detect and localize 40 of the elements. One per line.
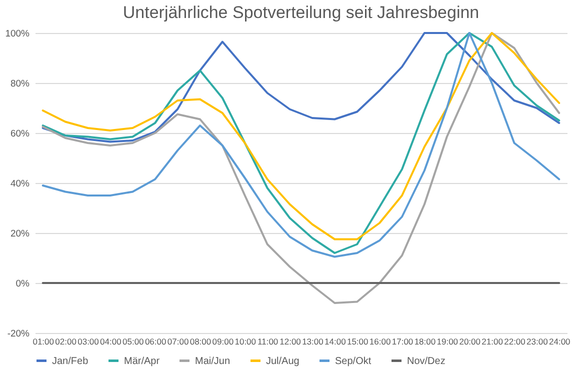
x-tick-label: 16:00 <box>369 336 391 346</box>
y-tick-label: 0% <box>16 278 30 290</box>
x-tick-label: 15:00 <box>346 336 369 346</box>
legend-label: Mai/Jun <box>195 356 230 367</box>
line-series <box>42 32 560 304</box>
x-tick-label: 14:00 <box>324 336 346 346</box>
y-tick-label: 60% <box>10 128 30 140</box>
x-tick-label: 19:00 <box>436 336 458 346</box>
y-tick-label: 20% <box>10 228 30 240</box>
x-tick-label: 06:00 <box>144 336 166 346</box>
y-tick-label: 80% <box>10 78 30 90</box>
x-tick-label: 08:00 <box>190 336 212 346</box>
chart-title: Unterjährliche Spotverteilung seit Jahresbeginn <box>122 3 480 22</box>
legend-label: Jan/Feb <box>52 356 89 367</box>
legend-label: Mär/Apr <box>124 356 160 367</box>
y-tick-label: 40% <box>10 178 30 190</box>
x-tick-label: 13:00 <box>302 336 324 346</box>
x-tick-label: 12:00 <box>280 336 302 346</box>
x-tick-label: 03:00 <box>78 336 100 346</box>
legend-label: Nov/Dez <box>407 356 446 367</box>
x-tick-label: 09:00 <box>212 336 234 346</box>
x-tick-label: 23:00 <box>526 336 548 346</box>
y-tick-label: -20% <box>7 328 30 340</box>
x-tick-label: 18:00 <box>414 336 436 346</box>
x-tick-label: 04:00 <box>100 336 122 346</box>
x-tick-label: 17:00 <box>392 336 414 346</box>
x-tick-label: 21:00 <box>482 336 504 346</box>
legend-label: Jul/Aug <box>266 356 300 367</box>
x-tick-label: 10:00 <box>234 336 256 346</box>
x-tick-label: 05:00 <box>122 336 144 346</box>
x-tick-label: 22:00 <box>504 336 526 346</box>
x-tick-label: 20:00 <box>459 336 481 346</box>
y-tick-label: 100% <box>5 28 30 40</box>
line-series <box>42 32 560 143</box>
legend-label: Sep/Okt <box>335 356 372 367</box>
x-tick-label: 02:00 <box>55 336 77 346</box>
x-tick-label: 01:00 <box>32 336 54 346</box>
x-tick-label: 11:00 <box>258 336 278 346</box>
x-tick-label: 07:00 <box>167 336 189 346</box>
x-tick-label: 24:00 <box>549 336 571 346</box>
